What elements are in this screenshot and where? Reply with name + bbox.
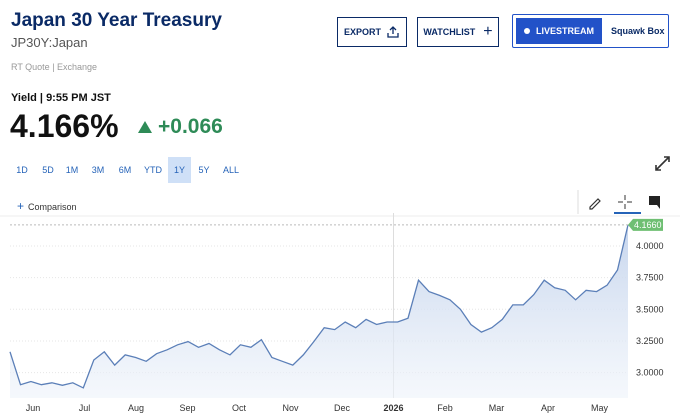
comparison-label: Comparison: [28, 202, 77, 212]
export-label: EXPORT: [343, 27, 381, 37]
title: Japan 30 Year Treasury: [11, 10, 222, 31]
range-tab[interactable]: 5Y: [198, 165, 210, 175]
livestream-button[interactable]: LIVESTREAM: [516, 18, 602, 44]
range-tab[interactable]: 1M: [65, 165, 79, 175]
x-tick-label: Dec: [334, 403, 351, 413]
last-value-tag: [628, 218, 663, 231]
range-tab[interactable]: 1D: [16, 165, 28, 175]
livestream-label: LIVESTREAM: [535, 26, 594, 36]
y-tick-label: 3.2500: [636, 336, 664, 346]
y-tick-label: 3.7500: [636, 273, 664, 283]
x-tick-label: Feb: [437, 403, 453, 413]
x-tick-label: Sep: [179, 403, 195, 413]
draw-icon[interactable]: [589, 198, 601, 210]
x-tick-label: Jul: [79, 403, 91, 413]
range-tab[interactable]: 6M: [118, 165, 132, 175]
live-group: [512, 14, 669, 48]
x-tick-label: Nov: [282, 403, 299, 413]
x-tick-label: Jun: [26, 403, 41, 413]
x-tick-label: Mar: [489, 403, 505, 413]
x-tick-label: Aug: [128, 403, 144, 413]
range-tab[interactable]: 1Y: [168, 157, 191, 183]
quote-source: RT Quote | Exchange: [11, 62, 98, 72]
live-dot: [523, 28, 530, 34]
comment-icon[interactable]: [649, 196, 660, 209]
export-icon: [387, 26, 399, 38]
change: +0.066: [158, 115, 223, 138]
squawk-box[interactable]: Squawk Box: [611, 26, 665, 36]
x-tick-label: May: [591, 403, 609, 413]
y-tick-label: 4.0000: [636, 241, 664, 251]
watchlist-label: WATCHLIST: [423, 27, 476, 37]
range-tab[interactable]: 3M: [91, 165, 105, 175]
comparison[interactable]: + Comparison: [17, 199, 77, 213]
price: 4.166%: [10, 108, 119, 144]
x-tick-label: 2026: [383, 403, 403, 413]
watchlist-button[interactable]: WATCHLIST +: [417, 17, 499, 47]
range-tab[interactable]: YTD: [144, 165, 162, 175]
y-tick-label: 3.5000: [636, 304, 664, 314]
x-tick-label: Oct: [232, 403, 247, 413]
x-tick-label: Apr: [541, 403, 555, 413]
export-button[interactable]: EXPORT: [337, 17, 407, 47]
up-arrow: [138, 121, 152, 133]
crosshair-icon[interactable]: [614, 195, 641, 214]
range-tab[interactable]: 5D: [42, 165, 54, 175]
plus-icon: +: [483, 23, 493, 40]
quote-label: Yield | 9:55 PM JST: [11, 92, 111, 104]
area: [10, 224, 628, 398]
range-tab[interactable]: ALL: [222, 165, 239, 175]
last-value-label: 4.1660: [634, 220, 662, 230]
line: [9, 224, 629, 389]
symbol: JP30Y:Japan: [11, 35, 88, 50]
expand-icon[interactable]: [655, 156, 670, 171]
y-tick-label: 3.0000: [636, 368, 664, 378]
